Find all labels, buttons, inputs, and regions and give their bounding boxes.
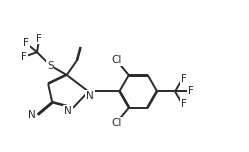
Text: N: N xyxy=(28,110,35,120)
Text: F: F xyxy=(188,86,194,97)
Text: F: F xyxy=(36,34,42,44)
Text: F: F xyxy=(181,99,187,109)
Text: F: F xyxy=(181,74,187,84)
Text: N: N xyxy=(64,106,72,116)
Text: F: F xyxy=(21,52,27,62)
Text: F: F xyxy=(23,38,29,48)
Text: Cl: Cl xyxy=(111,118,122,128)
Text: S: S xyxy=(47,60,54,71)
Text: Cl: Cl xyxy=(111,55,122,65)
Text: N: N xyxy=(86,91,94,101)
